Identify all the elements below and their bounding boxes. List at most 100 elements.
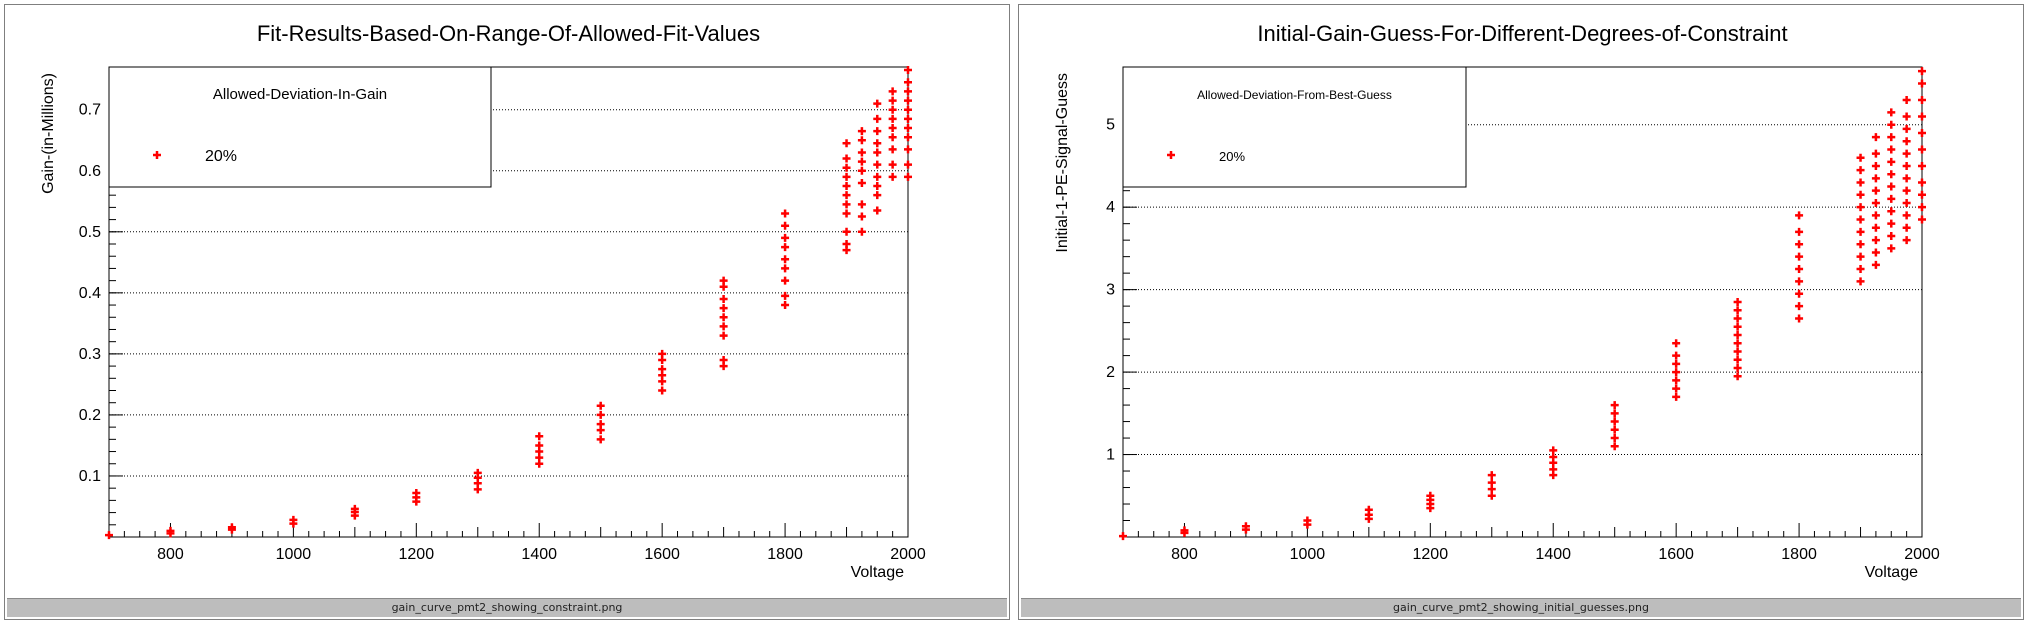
data-point bbox=[1918, 190, 1926, 199]
data-point bbox=[1795, 227, 1804, 236]
y-tick-label: 0.1 bbox=[79, 468, 101, 485]
data-point bbox=[781, 243, 790, 252]
x-tick-label: 1000 bbox=[1290, 546, 1326, 563]
y-tick-label: 0.5 bbox=[79, 224, 101, 241]
data-point bbox=[596, 420, 605, 429]
data-point bbox=[1887, 182, 1896, 191]
data-point bbox=[1856, 153, 1865, 162]
y-tick-label: 0.7 bbox=[79, 102, 101, 119]
data-point bbox=[1918, 67, 1926, 76]
data-point bbox=[1856, 252, 1865, 261]
data-point bbox=[1733, 363, 1742, 372]
data-point bbox=[873, 182, 882, 191]
data-point bbox=[596, 435, 605, 444]
data-point bbox=[857, 148, 866, 157]
data-point bbox=[1918, 95, 1926, 104]
data-point bbox=[719, 355, 728, 364]
data-point bbox=[1610, 442, 1619, 451]
data-point bbox=[904, 124, 912, 133]
data-point bbox=[857, 136, 866, 145]
data-point bbox=[842, 200, 851, 209]
data-point bbox=[1733, 355, 1742, 364]
data-point bbox=[888, 87, 897, 96]
data-point bbox=[719, 331, 728, 340]
y-tick-label: 0.6 bbox=[79, 163, 101, 180]
data-point bbox=[888, 96, 897, 105]
data-point bbox=[873, 127, 882, 136]
data-point bbox=[1918, 79, 1926, 88]
legend-marker bbox=[1167, 151, 1175, 159]
chart-title: Initial-Gain-Guess-For-Different-Degrees… bbox=[1257, 21, 1787, 46]
data-point bbox=[1902, 186, 1911, 195]
x-axis-label: Voltage bbox=[851, 564, 904, 581]
y-tick-label: 4 bbox=[1106, 199, 1115, 216]
chart-panel-fit-results: Fit-Results-Based-On-Range-Of-Allowed-Fi… bbox=[4, 4, 1010, 620]
data-point bbox=[1610, 425, 1619, 434]
data-point bbox=[596, 401, 605, 410]
data-point bbox=[904, 96, 912, 105]
data-point bbox=[1871, 248, 1880, 257]
chart-initial-guess: Initial-Gain-Guess-For-Different-Degrees… bbox=[1054, 21, 1940, 581]
data-point bbox=[1871, 260, 1880, 269]
data-point bbox=[1902, 211, 1911, 220]
data-point bbox=[873, 206, 882, 215]
legend-title: Allowed-Deviation-From-Best-Guess bbox=[1197, 88, 1392, 102]
y-tick-label: 0.4 bbox=[79, 285, 101, 302]
data-point bbox=[1902, 95, 1911, 104]
data-point bbox=[1887, 219, 1896, 228]
data-point bbox=[1871, 161, 1880, 170]
data-point bbox=[857, 227, 866, 236]
data-point bbox=[904, 133, 912, 142]
data-point bbox=[842, 240, 851, 249]
data-point bbox=[1856, 166, 1865, 175]
data-point bbox=[719, 276, 728, 285]
data-point bbox=[781, 264, 790, 273]
data-point bbox=[904, 114, 912, 123]
legend-marker bbox=[153, 151, 161, 159]
data-point bbox=[719, 294, 728, 303]
data-point bbox=[1795, 314, 1804, 323]
data-point bbox=[1856, 227, 1865, 236]
data-point bbox=[842, 172, 851, 181]
data-point bbox=[781, 255, 790, 264]
status-bar: gain_curve_pmt2_showing_constraint.png bbox=[7, 598, 1007, 617]
data-point bbox=[1887, 194, 1896, 203]
data-point bbox=[1672, 368, 1681, 377]
y-tick-label: 3 bbox=[1106, 282, 1115, 299]
data-point bbox=[1871, 199, 1880, 208]
y-tick-label: 0.2 bbox=[79, 407, 101, 424]
data-point bbox=[1733, 298, 1742, 306]
data-point bbox=[1918, 178, 1926, 187]
data-point bbox=[1887, 133, 1896, 142]
data-point bbox=[781, 233, 790, 242]
data-point bbox=[842, 182, 851, 191]
data-point bbox=[1119, 532, 1127, 541]
x-tick-label: 1400 bbox=[521, 546, 557, 563]
data-point bbox=[1902, 112, 1911, 121]
data-point bbox=[1887, 157, 1896, 166]
data-point bbox=[658, 349, 667, 358]
y-axis-label: Initial-1-PE-Signal-Guess bbox=[1054, 73, 1071, 253]
x-tick-label: 1200 bbox=[1413, 546, 1449, 563]
data-point bbox=[1549, 446, 1558, 455]
data-point bbox=[1303, 516, 1312, 525]
data-point bbox=[1918, 161, 1926, 170]
data-point bbox=[289, 515, 298, 524]
x-tick-label: 1600 bbox=[644, 546, 680, 563]
data-point bbox=[857, 157, 866, 166]
data-point bbox=[1795, 252, 1804, 261]
chart-panel-initial-guess: Initial-Gain-Guess-For-Different-Degrees… bbox=[1018, 4, 2024, 620]
data-point bbox=[1887, 207, 1896, 216]
data-point bbox=[904, 66, 912, 75]
data-point bbox=[1672, 351, 1681, 360]
data-point bbox=[1887, 244, 1896, 253]
data-point bbox=[1733, 322, 1742, 331]
status-bar: gain_curve_pmt2_showing_initial_guesses.… bbox=[1021, 598, 2021, 617]
data-point bbox=[1902, 149, 1911, 158]
y-tick-label: 2 bbox=[1106, 364, 1115, 381]
data-point bbox=[1364, 505, 1373, 514]
data-point bbox=[1795, 240, 1804, 249]
data-point bbox=[1856, 265, 1865, 274]
data-point bbox=[350, 504, 359, 513]
data-point bbox=[1733, 347, 1742, 356]
